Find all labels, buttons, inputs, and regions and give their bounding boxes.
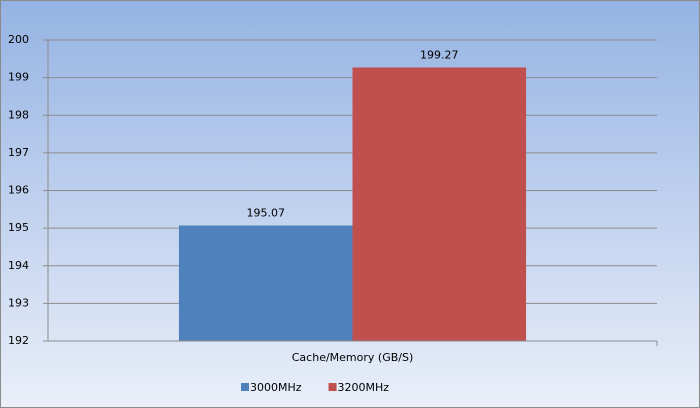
y-tick-label: 199 (8, 71, 29, 84)
legend-label: 3200MHz (338, 381, 390, 394)
y-tick-label: 193 (8, 296, 29, 309)
y-tick-label: 198 (8, 108, 29, 121)
y-tick-label: 195 (8, 221, 29, 234)
legend-label: 3000MHz (250, 381, 302, 394)
data-label: 199.27 (420, 48, 459, 61)
y-tick-label: 196 (8, 184, 29, 197)
y-tick-label: 194 (8, 259, 29, 272)
y-tick-label: 192 (8, 334, 29, 347)
bar (352, 67, 527, 341)
data-label: 195.07 (246, 206, 285, 219)
x-tick-label: Cache/Memory (GB/S) (292, 351, 414, 364)
legend-swatch (328, 383, 337, 391)
y-tick-label: 200 (8, 33, 29, 46)
y-tick-label: 197 (8, 146, 29, 159)
bar (178, 225, 353, 341)
legend-swatch (241, 383, 249, 391)
